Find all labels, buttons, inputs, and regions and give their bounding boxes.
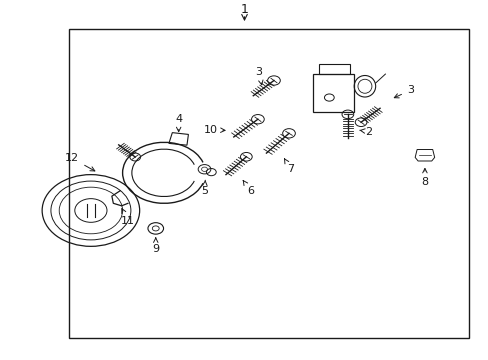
Text: 5: 5 — [201, 180, 207, 196]
Text: 3: 3 — [393, 85, 413, 98]
Bar — [69, 30, 468, 338]
Text: 6: 6 — [243, 180, 253, 196]
Bar — [312, 74, 353, 112]
Text: 12: 12 — [65, 153, 95, 171]
Text: 3: 3 — [255, 67, 263, 85]
Text: 11: 11 — [121, 208, 135, 226]
Text: 1: 1 — [240, 3, 248, 16]
Text: 2: 2 — [359, 127, 372, 136]
Text: 4: 4 — [175, 114, 182, 132]
Text: 9: 9 — [152, 238, 159, 254]
Text: 7: 7 — [284, 159, 294, 174]
Text: 10: 10 — [203, 125, 224, 135]
Text: 8: 8 — [421, 168, 427, 187]
